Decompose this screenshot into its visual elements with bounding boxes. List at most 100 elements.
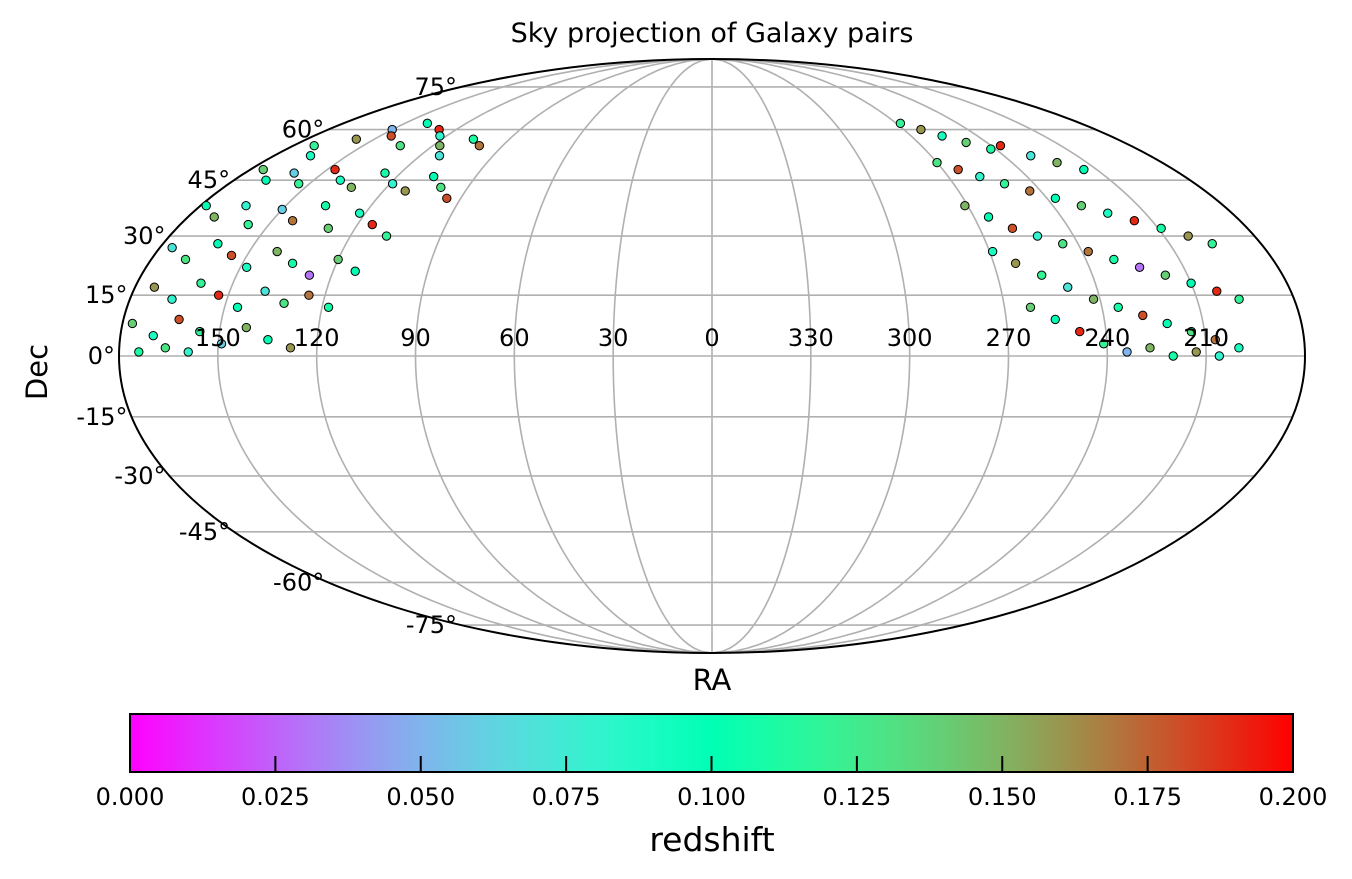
galaxy-pair-point: [1138, 310, 1148, 321]
galaxy-pair-point: [1234, 294, 1244, 304]
galaxy-pair-point: [422, 118, 433, 129]
galaxy-pair-point: [1113, 302, 1123, 312]
galaxy-pair-point: [1134, 262, 1145, 272]
dec-tick-label: 15°: [85, 281, 128, 309]
galaxy-pair-point: [1122, 347, 1132, 357]
galaxy-pair-point: [232, 302, 243, 312]
galaxy-pair-point: [148, 330, 158, 341]
colorbar-tick-label: 0.000: [96, 783, 165, 811]
galaxy-pair-point: [1025, 186, 1035, 196]
galaxy-pair-point: [436, 182, 446, 193]
galaxy-pair-point: [1052, 157, 1062, 168]
galaxy-pair-point: [400, 186, 410, 196]
ra-tick-label: 90: [400, 324, 431, 352]
galaxy-pair-point: [1099, 339, 1109, 349]
ra-tick-label: 330: [788, 324, 834, 352]
ra-tick-label: 210: [1183, 324, 1229, 352]
meridian-line: [711, 58, 1207, 654]
meridian-line: [711, 58, 911, 654]
galaxy-pair-point: [1183, 231, 1193, 241]
galaxy-pair-point: [380, 168, 390, 178]
ra-tick-label: 0: [704, 324, 719, 352]
colorbar-tick-label: 0.075: [532, 783, 601, 811]
dec-tick-label: -30°: [114, 462, 165, 490]
galaxy-pair-point: [1088, 294, 1099, 304]
galaxy-pair-point: [1156, 223, 1166, 234]
galaxy-pair-point: [305, 151, 316, 161]
ra-tick-label: 60: [499, 324, 530, 352]
meridian-line: [414, 58, 713, 654]
galaxy-pair-point: [294, 179, 304, 189]
galaxy-pair-point: [258, 164, 268, 175]
colorbar-tick-label: 0.050: [386, 783, 455, 811]
colorbar-tick-label: 0.100: [677, 783, 746, 811]
galaxy-pair-point: [279, 298, 289, 308]
galaxy-pair-point: [1168, 351, 1178, 361]
galaxy-pair-point: [1026, 151, 1036, 161]
galaxy-pair-point: [272, 246, 282, 257]
galaxy-pair-point: [1050, 314, 1060, 325]
galaxy-pair-point: [1214, 351, 1225, 361]
galaxy-pair-point: [277, 204, 287, 215]
galaxy-pair-point: [1145, 343, 1155, 353]
galaxy-pair-point: [196, 278, 206, 288]
colorbar-tick-label: 0.025: [241, 783, 310, 811]
galaxy-pair-point: [395, 141, 405, 151]
meridian-line: [711, 58, 812, 654]
galaxy-pair-point: [195, 326, 205, 337]
galaxy-pair-point: [241, 262, 252, 272]
galaxy-pair-point: [1210, 335, 1220, 345]
galaxy-pair-point: [987, 246, 998, 257]
galaxy-pair-point: [287, 216, 298, 226]
galaxy-pair-point: [995, 141, 1006, 151]
dec-tick-label: -15°: [76, 403, 127, 431]
galaxy-pair-point: [986, 144, 996, 154]
galaxy-pair-point: [350, 266, 360, 276]
x-axis-label: RA: [693, 663, 732, 697]
galaxy-pair-point: [134, 347, 144, 357]
dec-tick-label: 60°: [282, 116, 325, 144]
galaxy-pair-point: [960, 201, 970, 211]
galaxy-pair-point: [1129, 216, 1140, 226]
galaxy-pair-point: [351, 134, 362, 144]
galaxy-pair-point: [435, 131, 445, 141]
galaxy-pair-point: [1058, 239, 1068, 249]
galaxy-pair-point: [323, 223, 333, 234]
galaxy-pair-point: [961, 137, 971, 148]
galaxy-pair-point: [1025, 302, 1036, 312]
galaxy-pair-point: [999, 179, 1010, 189]
meridian-line: [711, 58, 1010, 654]
galaxy-pair-point: [367, 219, 377, 230]
meridian-line: [513, 58, 713, 654]
galaxy-pair-point: [346, 182, 357, 193]
meridian-line: [612, 58, 713, 654]
galaxy-pair-point: [216, 339, 227, 349]
galaxy-pair-point: [1234, 343, 1244, 353]
galaxy-pair-point: [1160, 270, 1171, 280]
dec-tick-label: -60°: [273, 568, 324, 596]
galaxy-pair-point: [160, 343, 171, 353]
dec-tick-labels: -75° -60° -45° -30° -15° 0° 15° 30° 45° 60° 75°: [76, 73, 457, 639]
galaxy-pair-point: [180, 254, 191, 265]
meridian-line: [315, 58, 713, 654]
ra-tick-labels: 150 120 90 60 30 0 330 300 270 240 210: [195, 324, 1229, 352]
dec-tick-label: -75°: [406, 611, 457, 639]
galaxy-pair-point: [149, 282, 160, 292]
galaxy-pair-point: [1063, 282, 1073, 292]
galaxy-pair-point: [381, 231, 392, 241]
chart-title: Sky projection of Galaxy pairs: [511, 18, 914, 49]
galaxy-pair-point: [975, 171, 985, 182]
galaxy-pair-point: [468, 134, 479, 144]
data-points: [127, 118, 1244, 361]
galaxy-pair-point: [289, 168, 299, 178]
galaxy-pair-point: [434, 151, 445, 161]
galaxy-pair-point: [263, 335, 273, 345]
galaxy-pair-point: [285, 343, 296, 353]
galaxy-pair-point: [183, 347, 193, 357]
galaxy-pair-point: [1103, 208, 1113, 218]
galaxy-pair-point: [209, 212, 219, 222]
y-axis-label: Dec: [20, 344, 54, 400]
galaxy-pair-point: [260, 286, 270, 296]
galaxy-pair-point: [474, 141, 485, 151]
